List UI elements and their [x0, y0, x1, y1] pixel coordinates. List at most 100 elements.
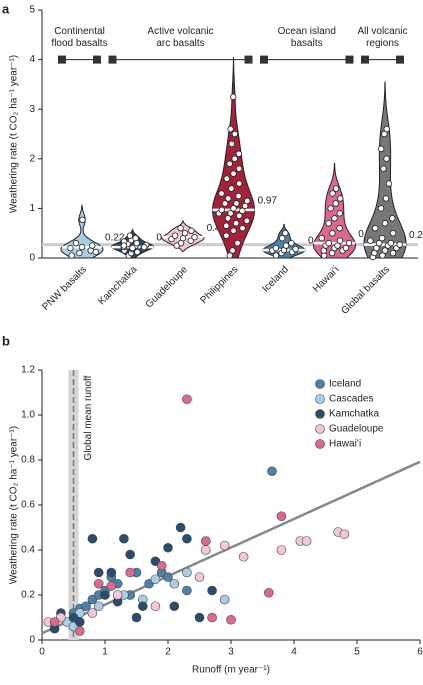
data-point: [327, 205, 334, 212]
legend-marker: [315, 379, 325, 389]
data-point: [235, 150, 243, 158]
data-point: [239, 225, 246, 232]
data-point: [126, 232, 134, 239]
fit-line: [41, 460, 421, 635]
data-point: [318, 234, 325, 242]
data-point: [379, 252, 386, 259]
data-point: [336, 225, 343, 232]
bracket-end: [58, 55, 66, 64]
legend-label: Hawaiʻi: [329, 438, 361, 450]
panel-label: a: [2, 1, 10, 16]
x-tick-label: Hawaiʻi: [310, 264, 341, 295]
data-point: [150, 574, 161, 585]
data-point: [345, 239, 353, 247]
data-point: [175, 522, 186, 533]
data-point: [329, 229, 336, 237]
data-point: [201, 536, 211, 546]
data-point: [219, 540, 230, 551]
data-point: [381, 130, 388, 138]
data-point: [191, 233, 198, 241]
legend-marker: [315, 409, 325, 419]
data-point: [223, 175, 230, 182]
data-point: [301, 536, 312, 546]
legend-marker: [315, 439, 325, 449]
data-point: [373, 244, 380, 252]
x-tick-label: 4: [291, 647, 297, 658]
data-point: [72, 239, 80, 247]
data-point: [182, 533, 192, 544]
data-point: [387, 239, 395, 247]
data-point: [134, 248, 141, 256]
panel-label: b: [2, 333, 10, 348]
data-point: [231, 155, 238, 162]
bracket-end: [244, 55, 253, 64]
data-point: [233, 200, 240, 207]
data-point: [182, 567, 192, 578]
data-point: [332, 185, 340, 192]
data-point: [389, 229, 397, 237]
data-point: [219, 594, 230, 605]
data-point: [93, 601, 104, 612]
data-point: [339, 529, 350, 540]
data-point: [276, 545, 287, 555]
y-tick-label: 1.2: [21, 365, 35, 376]
data-point: [234, 239, 241, 247]
data-point: [188, 227, 195, 234]
data-point: [125, 549, 135, 560]
data-point: [119, 533, 129, 544]
data-point: [243, 217, 251, 224]
data-point: [112, 590, 123, 600]
data-point: [383, 125, 390, 133]
data-point: [276, 511, 287, 522]
group-label: All volcanic: [357, 26, 407, 37]
data-point: [336, 210, 343, 217]
data-point: [325, 220, 332, 227]
data-point: [138, 601, 148, 612]
data-point: [218, 206, 225, 214]
data-point: [49, 617, 60, 627]
data-point: [279, 234, 286, 242]
bracket-end: [93, 55, 101, 64]
data-point: [334, 242, 341, 249]
x-tick-label: 5: [354, 647, 360, 658]
y-tick-label: 2: [29, 153, 35, 164]
legend-label: Kamchatka: [329, 409, 379, 420]
data-point: [272, 244, 280, 252]
data-point: [150, 601, 161, 612]
data-point: [230, 227, 237, 234]
data-point: [228, 140, 235, 148]
data-point: [125, 567, 135, 578]
group-label: basalts: [291, 38, 323, 49]
data-point: [382, 195, 390, 202]
data-point: [236, 212, 243, 220]
x-tick-label: Philippines: [199, 264, 241, 306]
data-point: [389, 215, 396, 222]
reference-label: Global mean runoff: [83, 375, 94, 460]
data-point: [207, 585, 217, 596]
data-point: [235, 180, 243, 187]
y-tick-label: 0.4: [21, 545, 35, 556]
data-point: [378, 234, 386, 242]
data-point: [292, 245, 299, 253]
legend-label: Cascades: [329, 394, 373, 405]
x-tick-label: 6: [417, 647, 423, 658]
data-point: [93, 567, 104, 578]
data-point: [328, 249, 336, 257]
x-tick-label: Iceland: [260, 264, 291, 295]
data-point: [182, 585, 192, 596]
data-point: [223, 222, 230, 229]
data-point: [75, 617, 85, 627]
x-tick-label: 2: [165, 647, 171, 658]
data-point: [228, 185, 235, 192]
data-point: [224, 215, 232, 222]
bracket-end: [108, 55, 117, 64]
data-point: [231, 130, 239, 138]
data-point: [263, 587, 274, 598]
data-point: [396, 241, 403, 248]
data-point: [381, 220, 389, 227]
y-axis-label: Weathering rate (t CO₂ ha⁻¹ year⁻¹): [9, 55, 20, 213]
data-point: [377, 205, 385, 212]
data-point: [163, 542, 173, 553]
y-tick-label: 3: [29, 104, 35, 115]
data-point: [132, 234, 139, 242]
